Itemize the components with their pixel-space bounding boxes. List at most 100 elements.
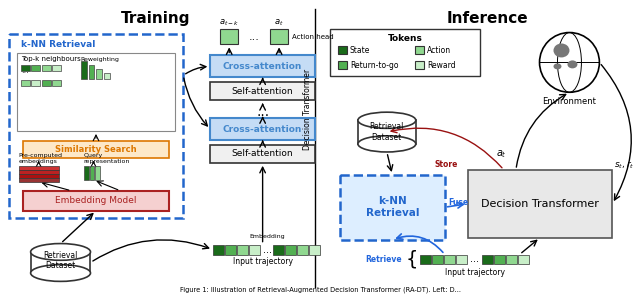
Bar: [90, 166, 95, 180]
Bar: [19, 178, 59, 182]
Bar: [225, 245, 236, 254]
Text: Pre-computed
embeddings: Pre-computed embeddings: [19, 153, 63, 164]
Bar: [432, 254, 443, 264]
Text: Action: Action: [427, 46, 451, 55]
Bar: [340, 175, 445, 239]
Ellipse shape: [554, 43, 570, 57]
Bar: [95, 166, 100, 180]
Bar: [285, 245, 296, 254]
Circle shape: [540, 33, 600, 92]
Ellipse shape: [358, 112, 416, 128]
Text: Input trajectory: Input trajectory: [445, 269, 505, 277]
Text: Reward: Reward: [427, 61, 456, 70]
Bar: [31, 80, 40, 86]
Bar: [31, 252, 90, 273]
Text: Fuse: Fuse: [449, 198, 469, 207]
Text: ...: ...: [262, 245, 271, 254]
Bar: [20, 80, 29, 86]
Bar: [330, 29, 479, 76]
Ellipse shape: [568, 60, 577, 68]
Bar: [42, 80, 51, 86]
Bar: [52, 80, 61, 86]
Bar: [220, 29, 238, 45]
Bar: [212, 245, 224, 254]
Text: Self-attention: Self-attention: [232, 87, 293, 96]
Bar: [296, 245, 308, 254]
Ellipse shape: [31, 244, 90, 260]
Bar: [210, 82, 315, 100]
Bar: [210, 55, 315, 77]
Text: Similarity Search: Similarity Search: [55, 145, 137, 154]
Bar: [237, 245, 248, 254]
Bar: [31, 65, 40, 71]
Text: Action head: Action head: [292, 33, 333, 39]
Bar: [88, 65, 95, 79]
Text: {: {: [406, 250, 418, 269]
Text: Self-attention: Self-attention: [232, 150, 293, 158]
Bar: [97, 69, 102, 79]
Ellipse shape: [554, 63, 561, 69]
Text: ...: ...: [256, 105, 269, 119]
Text: ...: ...: [470, 254, 479, 265]
Bar: [518, 254, 529, 264]
Bar: [210, 118, 315, 140]
Text: ...: ...: [249, 31, 260, 42]
Text: Embedding Model: Embedding Model: [55, 196, 137, 205]
Text: Training: Training: [120, 11, 190, 26]
Bar: [22, 141, 170, 158]
Text: Retrieval
Dataset: Retrieval Dataset: [370, 122, 404, 142]
Text: Query
representation: Query representation: [83, 153, 130, 164]
Text: $a_t$: $a_t$: [495, 148, 506, 160]
Bar: [9, 33, 183, 218]
Bar: [42, 65, 51, 71]
Text: $a_{t-k}$: $a_{t-k}$: [219, 17, 239, 28]
Bar: [273, 245, 284, 254]
Text: $a_t$: $a_t$: [275, 17, 284, 28]
Text: Store: Store: [435, 161, 458, 170]
Bar: [210, 145, 315, 163]
Text: Cross-attention: Cross-attention: [223, 125, 302, 134]
Bar: [493, 254, 504, 264]
Bar: [338, 61, 347, 69]
Text: Inference: Inference: [447, 11, 529, 26]
Bar: [456, 254, 467, 264]
Bar: [338, 46, 347, 54]
Text: k-NN Retrieval: k-NN Retrieval: [20, 39, 95, 48]
Text: Top-k neighbours: Top-k neighbours: [20, 57, 81, 62]
Bar: [22, 191, 170, 211]
Text: $s_t, r_t$: $s_t, r_t$: [614, 159, 634, 171]
Text: Figure 1: Illustration of Retrieval-Augmented Decision Transformer (RA-DT). Left: Figure 1: Illustration of Retrieval-Augm…: [179, 287, 461, 293]
Bar: [249, 245, 260, 254]
Text: Retrieval
Dataset: Retrieval Dataset: [44, 251, 77, 270]
Bar: [482, 254, 493, 264]
Ellipse shape: [31, 265, 90, 281]
Ellipse shape: [358, 136, 416, 152]
Text: Cross-attention: Cross-attention: [223, 62, 302, 71]
Text: Environment: Environment: [543, 97, 596, 106]
Text: Reweighting: Reweighting: [81, 57, 120, 62]
Text: ...: ...: [20, 66, 29, 75]
Text: Retrieve: Retrieve: [365, 255, 402, 264]
Bar: [468, 170, 612, 238]
Text: State: State: [350, 46, 371, 55]
Bar: [506, 254, 516, 264]
Text: Decision Transformer: Decision Transformer: [303, 69, 312, 150]
Text: k-NN
Retrieval: k-NN Retrieval: [365, 196, 419, 218]
Bar: [415, 46, 424, 54]
Bar: [81, 61, 86, 79]
Bar: [19, 174, 59, 178]
Bar: [270, 29, 288, 45]
Text: Embedding: Embedding: [250, 234, 285, 239]
Bar: [19, 166, 59, 170]
Bar: [19, 170, 59, 174]
Text: Return-to-go: Return-to-go: [350, 61, 399, 70]
Bar: [17, 54, 175, 131]
Text: Tokens: Tokens: [387, 33, 422, 42]
Text: Input trajectory: Input trajectory: [232, 257, 292, 266]
Bar: [415, 61, 424, 69]
Bar: [52, 65, 61, 71]
Text: Decision Transformer: Decision Transformer: [481, 199, 599, 209]
Bar: [20, 65, 29, 71]
Bar: [420, 254, 431, 264]
Bar: [308, 245, 319, 254]
